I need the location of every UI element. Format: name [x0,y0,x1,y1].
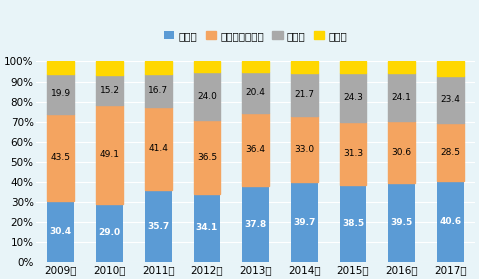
Text: 39.5: 39.5 [391,218,413,227]
Text: 36.4: 36.4 [246,145,266,154]
Bar [194,72,220,121]
Text: 20.4: 20.4 [246,88,265,97]
Text: 43.5: 43.5 [51,153,71,162]
Bar [96,61,123,75]
Bar [437,181,464,262]
Bar [96,204,123,262]
Text: 35.7: 35.7 [147,222,170,231]
Bar [242,72,269,113]
Text: 30.4: 30.4 [50,227,72,236]
Text: 33.0: 33.0 [294,145,314,154]
Text: 40.6: 40.6 [439,217,462,226]
Bar [340,61,366,73]
Bar [340,73,366,122]
Text: 39.7: 39.7 [293,218,316,227]
Text: 24.1: 24.1 [392,93,412,102]
Bar [388,183,415,262]
Bar [388,121,415,183]
Bar [145,191,171,262]
Text: 34.1: 34.1 [196,223,218,232]
Bar [291,73,318,116]
Text: 28.5: 28.5 [441,148,460,157]
Bar [388,61,415,73]
Text: 37.8: 37.8 [244,220,267,229]
Bar [145,74,171,107]
Text: 19.9: 19.9 [51,89,71,98]
Bar [47,61,74,74]
Bar [47,114,74,201]
Text: 31.3: 31.3 [343,149,363,158]
Legend: ソニー, マイクロソフト, 任天堂, その他: ソニー, マイクロソフト, 任天堂, その他 [160,27,352,45]
Text: 30.6: 30.6 [392,148,412,157]
Bar [291,116,318,182]
Bar [437,61,464,76]
Text: 29.0: 29.0 [99,229,121,237]
Text: 36.5: 36.5 [197,153,217,162]
Bar [291,182,318,262]
Text: 24.0: 24.0 [197,92,217,101]
Bar [96,105,123,204]
Bar [194,194,220,262]
Text: 38.5: 38.5 [342,219,364,228]
Bar [194,61,220,72]
Bar [388,73,415,121]
Bar [47,201,74,262]
Bar [340,185,366,262]
Text: 16.7: 16.7 [148,86,168,95]
Bar [47,74,74,114]
Bar [291,61,318,73]
Bar [242,186,269,262]
Bar [194,121,220,194]
Bar [96,75,123,105]
Bar [437,76,464,123]
Bar [145,61,171,74]
Text: 41.4: 41.4 [148,145,168,153]
Text: 24.3: 24.3 [343,93,363,102]
Text: 21.7: 21.7 [295,90,314,99]
Bar [437,123,464,181]
Text: 15.2: 15.2 [100,86,119,95]
Bar [242,61,269,72]
Text: 23.4: 23.4 [441,95,460,104]
Bar [145,107,171,191]
Bar [340,122,366,185]
Text: 49.1: 49.1 [100,150,119,159]
Bar [242,113,269,186]
